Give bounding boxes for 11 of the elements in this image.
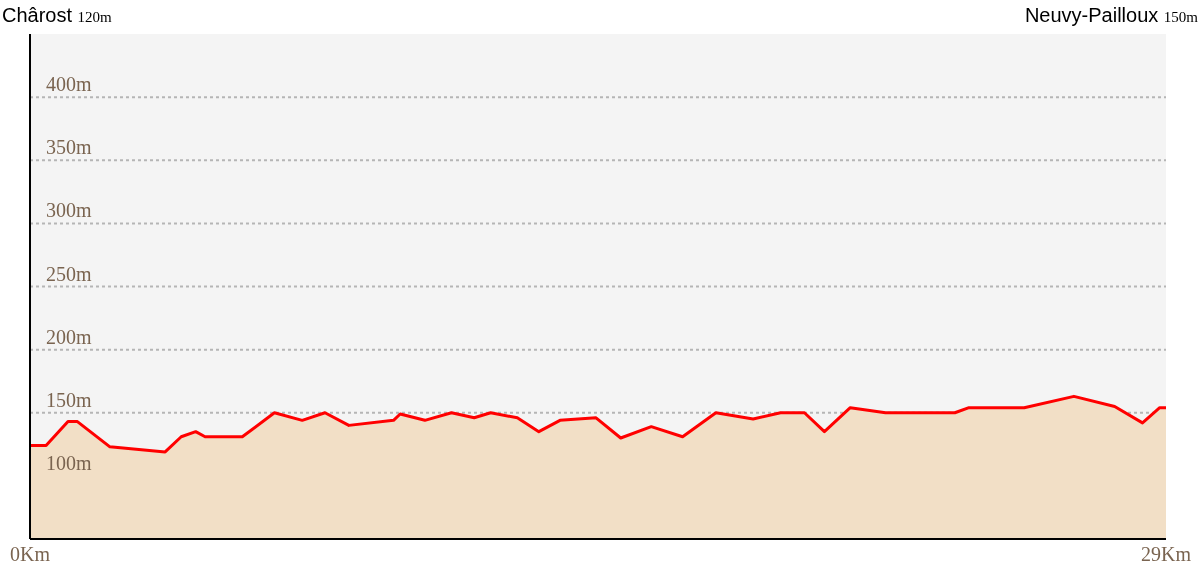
- y-tick-label: 150m: [46, 388, 92, 411]
- x-tick-label: 29Km: [1141, 543, 1192, 566]
- text: Neuvy-Pailloux 150m: [1024, 4, 1198, 27]
- y-tick-label: 300m: [46, 199, 92, 222]
- y-tick-label: 350m: [46, 136, 92, 159]
- y-tick-label: 250m: [46, 262, 92, 285]
- text: Chârost 120m: [2, 4, 112, 27]
- y-tick-label: 400m: [46, 73, 92, 96]
- y-tick-label: 100m: [46, 451, 92, 474]
- x-tick-label: 0Km: [10, 543, 51, 566]
- y-tick-label: 200m: [46, 325, 92, 348]
